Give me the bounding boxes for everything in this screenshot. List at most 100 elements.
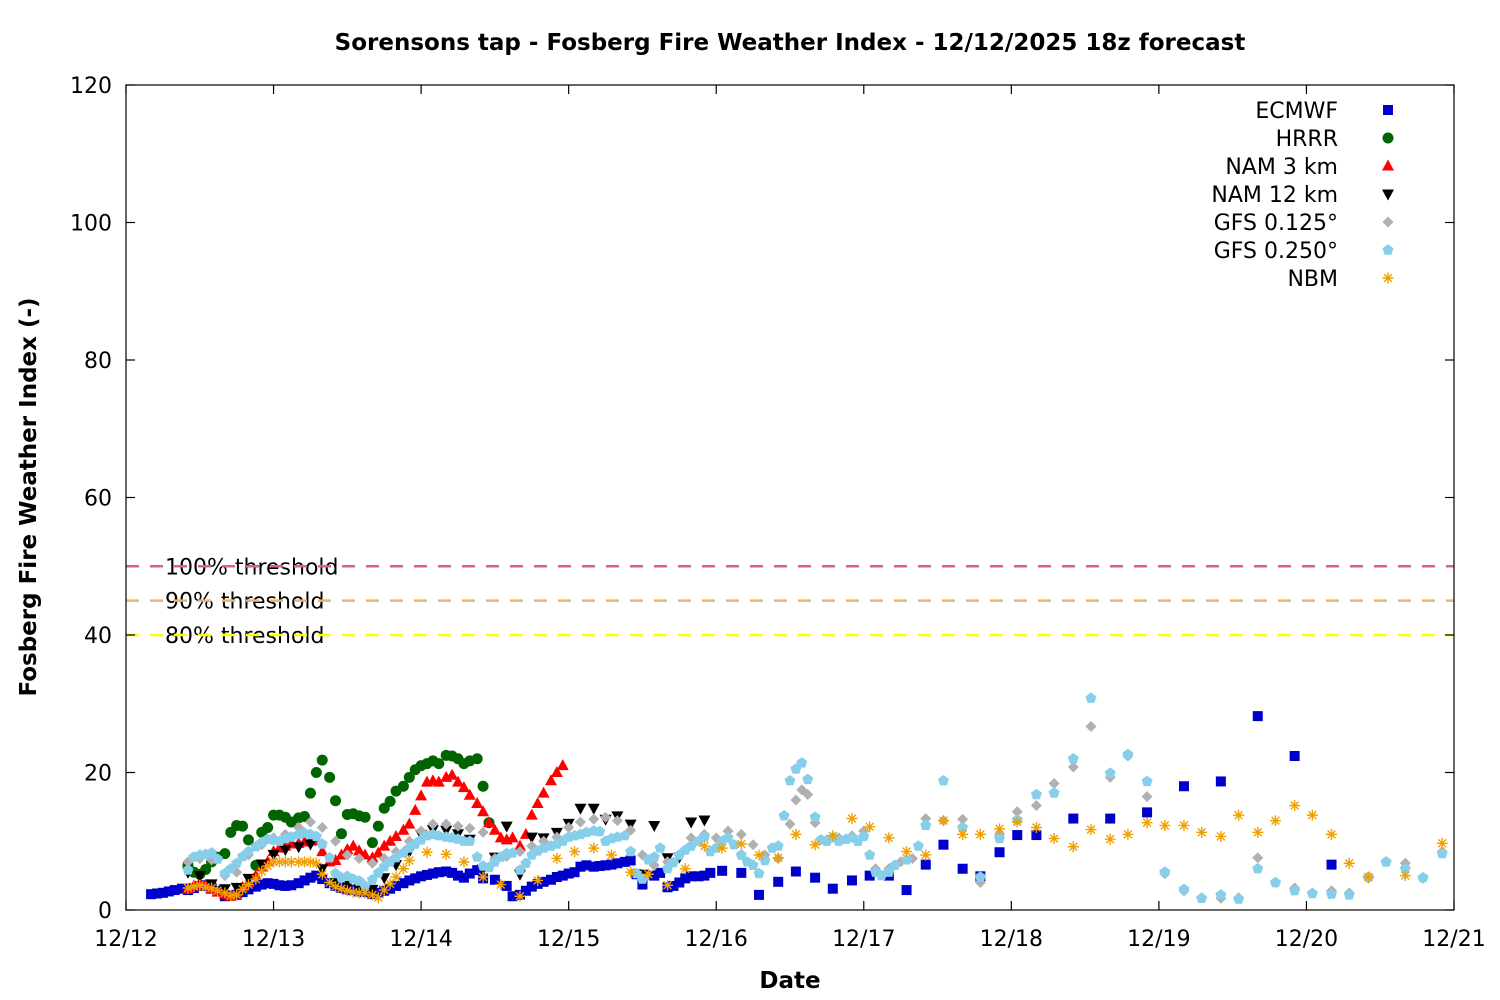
data-point (705, 867, 716, 878)
data-point (1252, 863, 1264, 874)
data-point (341, 843, 354, 854)
data-point (846, 875, 857, 886)
data-point (846, 813, 858, 825)
data-point (1011, 816, 1023, 828)
data-point (532, 874, 544, 886)
data-point (569, 867, 580, 878)
data-point (353, 887, 365, 899)
data-point (453, 870, 463, 881)
data-point (169, 885, 180, 896)
data-point (1215, 889, 1227, 900)
y-tick-label: 60 (84, 487, 112, 512)
data-point (612, 858, 623, 869)
data-point (397, 823, 410, 835)
data-point (188, 881, 200, 893)
data-point (267, 849, 280, 861)
data-point (316, 845, 329, 857)
data-point (471, 851, 483, 862)
data-point (1399, 863, 1411, 874)
data-point (310, 767, 322, 778)
legend-marker (1382, 159, 1394, 171)
data-point (648, 851, 660, 862)
data-point (901, 846, 913, 858)
data-point (341, 885, 353, 897)
data-point (242, 879, 254, 891)
data-point (341, 849, 353, 861)
data-point (384, 834, 397, 846)
data-point (316, 822, 328, 833)
legend-label: GFS 0.250° (1214, 239, 1338, 264)
data-point (1380, 856, 1392, 867)
data-point (1141, 817, 1153, 829)
data-point (151, 888, 162, 899)
data-point (330, 835, 342, 847)
data-point (937, 815, 949, 827)
data-point (390, 852, 402, 863)
data-point (1233, 809, 1245, 821)
data-point (366, 851, 379, 863)
data-point (784, 818, 796, 830)
data-point (648, 820, 661, 832)
data-point (231, 889, 243, 901)
data-point (625, 845, 637, 857)
data-point (262, 878, 273, 889)
data-point (500, 821, 513, 833)
legend-label: NBM (1287, 267, 1338, 292)
data-point (538, 876, 549, 887)
data-point (736, 867, 747, 878)
data-point (619, 830, 631, 841)
legend-marker (1382, 216, 1394, 228)
data-point (489, 874, 500, 885)
data-point (1067, 841, 1079, 853)
data-point (920, 849, 932, 861)
data-point (353, 852, 365, 864)
data-point (809, 839, 821, 851)
data-point (920, 813, 932, 825)
x-axis-label: Date (759, 968, 820, 994)
data-point (575, 861, 586, 872)
data-point (698, 840, 710, 852)
data-point (200, 881, 212, 893)
y-axis-label: Fosberg Fire Weather Index (-) (16, 297, 42, 696)
data-point (353, 844, 366, 856)
legend-marker (1382, 244, 1394, 255)
data-point (458, 872, 469, 883)
data-point (1343, 889, 1355, 900)
data-point (324, 852, 336, 863)
data-point (273, 856, 285, 868)
data-point (1399, 870, 1411, 882)
data-point (790, 828, 802, 840)
data-point (452, 775, 464, 787)
data-point (513, 839, 526, 851)
y-tick-label: 100 (70, 212, 112, 237)
data-point (784, 775, 796, 786)
data-point (464, 822, 476, 834)
data-point (1326, 888, 1337, 899)
data-point (526, 881, 537, 892)
data-point (1048, 833, 1060, 844)
data-point (1215, 830, 1227, 842)
data-point (1306, 809, 1318, 821)
data-point (299, 811, 311, 822)
data-point (606, 859, 617, 870)
data-point (347, 839, 360, 851)
data-point (637, 879, 648, 890)
data-point (1085, 692, 1097, 703)
threshold-label: 80% threshold (165, 624, 325, 649)
data-point (292, 842, 305, 854)
data-point (359, 887, 371, 899)
data-point (316, 868, 328, 880)
data-point (1067, 753, 1079, 764)
data-point (605, 849, 617, 861)
data-point (1326, 859, 1337, 870)
data-point (366, 837, 378, 849)
data-point (457, 781, 470, 793)
data-point (625, 866, 637, 878)
series-nbm (182, 800, 1448, 904)
data-point (649, 870, 660, 881)
data-point (735, 849, 747, 860)
data-point (611, 815, 623, 827)
data-point (680, 873, 691, 884)
data-point (525, 808, 538, 820)
